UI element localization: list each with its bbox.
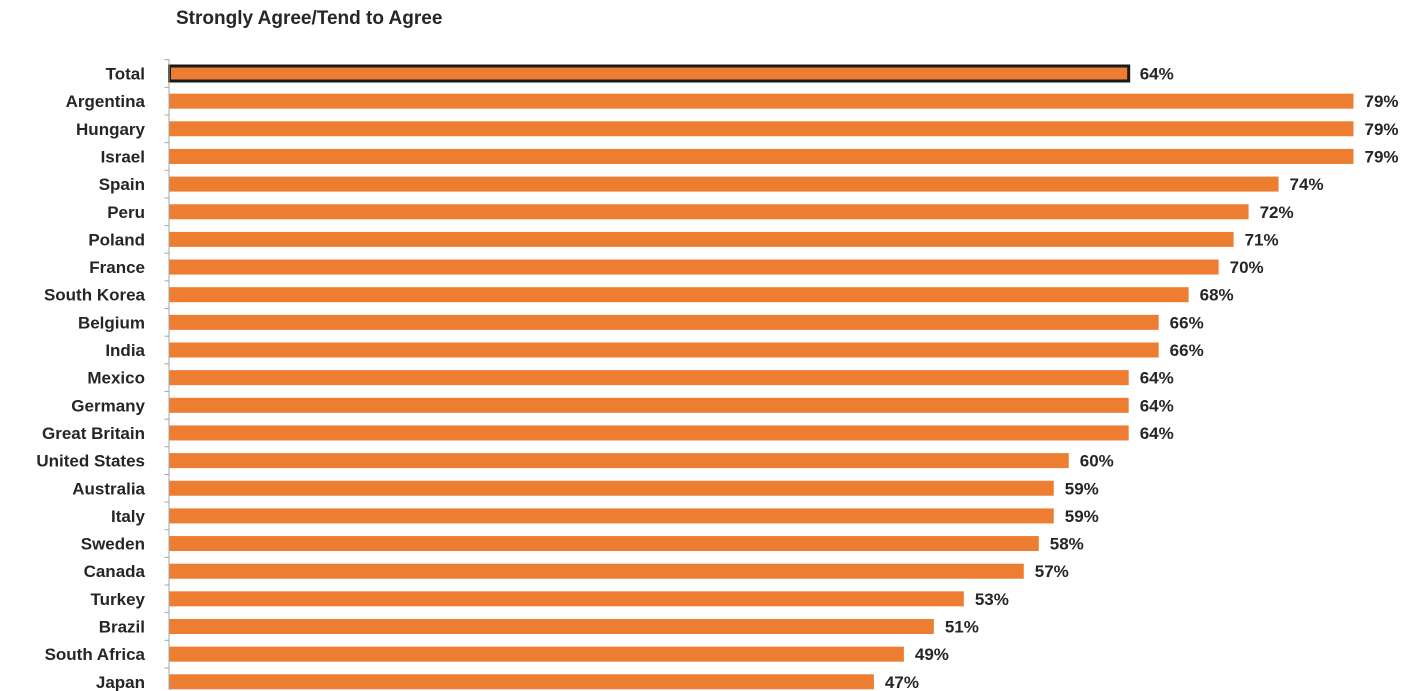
bar-total — [168, 64, 1131, 83]
value-label-hungary: 79% — [1365, 120, 1399, 139]
value-label-belgium: 66% — [1170, 313, 1204, 332]
category-label-total: Total — [106, 65, 145, 84]
value-labels-layer: 64% 79% 79% 79% 74% 72% 71% 70% 68% 66% 66% 64% 64% 6… — [885, 65, 1399, 691]
value-label-japan: 47% — [885, 673, 919, 691]
bar-japan — [169, 674, 874, 690]
category-label-mexico: Mexico — [87, 369, 145, 388]
category-label-spain: Spain — [99, 175, 145, 194]
category-label-south-korea: South Korea — [44, 286, 146, 305]
category-label-australia: Australia — [72, 479, 145, 498]
value-label-spain: 74% — [1290, 175, 1324, 194]
bar-peru — [169, 204, 1249, 220]
value-label-italy: 59% — [1065, 507, 1099, 526]
bar-turkey — [169, 591, 964, 607]
category-label-argentina: Argentina — [66, 92, 146, 111]
category-label-italy: Italy — [111, 507, 146, 526]
category-label-belgium: Belgium — [78, 313, 145, 332]
category-label-sweden: Sweden — [81, 535, 145, 554]
bar-hungary — [169, 121, 1354, 137]
bar-italy — [169, 508, 1054, 524]
category-labels-layer: Total Argentina Hungary Israel Spain Peru Pola… — [36, 65, 145, 691]
bars-layer — [164, 59, 1354, 690]
bar-israel — [169, 148, 1354, 164]
category-label-canada: Canada — [84, 562, 146, 581]
category-label-united-states: United States — [36, 452, 145, 471]
bar-france — [169, 259, 1219, 275]
bar-sweden — [169, 536, 1039, 552]
value-label-france: 70% — [1230, 258, 1264, 277]
value-label-sweden: 58% — [1050, 535, 1084, 554]
bar-spain — [169, 176, 1279, 192]
bar-argentina — [169, 93, 1354, 109]
category-label-japan: Japan — [96, 673, 145, 691]
chart-title: Strongly Agree/Tend to Agree — [176, 8, 443, 29]
bar-south-korea — [169, 287, 1189, 303]
bar-brazil — [169, 619, 934, 634]
bar-south-africa — [169, 646, 904, 662]
category-label-poland: Poland — [88, 230, 145, 249]
value-label-israel: 79% — [1365, 147, 1399, 166]
value-label-canada: 57% — [1035, 562, 1069, 581]
category-label-india: India — [105, 341, 145, 360]
bar-belgium — [169, 314, 1159, 330]
value-label-germany: 64% — [1140, 396, 1174, 415]
value-label-south-korea: 68% — [1200, 286, 1234, 305]
value-label-total: 64% — [1140, 65, 1174, 84]
value-label-great-britain: 64% — [1140, 424, 1174, 443]
category-label-germany: Germany — [71, 396, 145, 415]
category-label-france: France — [89, 258, 145, 277]
value-label-argentina: 79% — [1365, 92, 1399, 111]
value-label-turkey: 53% — [975, 590, 1009, 609]
value-label-mexico: 64% — [1140, 369, 1174, 388]
value-label-australia: 59% — [1065, 479, 1099, 498]
category-label-great-britain: Great Britain — [42, 424, 145, 443]
category-label-peru: Peru — [107, 203, 145, 222]
category-label-turkey: Turkey — [91, 590, 146, 609]
bar-united-states — [169, 453, 1069, 469]
value-label-poland: 71% — [1245, 230, 1279, 249]
value-label-brazil: 51% — [945, 618, 979, 637]
value-label-united-states: 60% — [1080, 452, 1114, 471]
value-label-peru: 72% — [1260, 203, 1294, 222]
bar-india — [169, 342, 1159, 358]
value-label-india: 66% — [1170, 341, 1204, 360]
category-label-hungary: Hungary — [76, 120, 146, 139]
bar-great-britain — [169, 425, 1129, 441]
bar-mexico — [169, 370, 1129, 386]
bar-poland — [169, 231, 1234, 247]
value-label-south-africa: 49% — [915, 645, 949, 664]
category-label-israel: Israel — [101, 147, 145, 166]
bar-canada — [169, 563, 1024, 579]
bar-australia — [169, 480, 1054, 496]
category-label-brazil: Brazil — [99, 618, 145, 637]
bar-germany — [169, 397, 1129, 413]
category-label-south-africa: South Africa — [45, 645, 146, 664]
